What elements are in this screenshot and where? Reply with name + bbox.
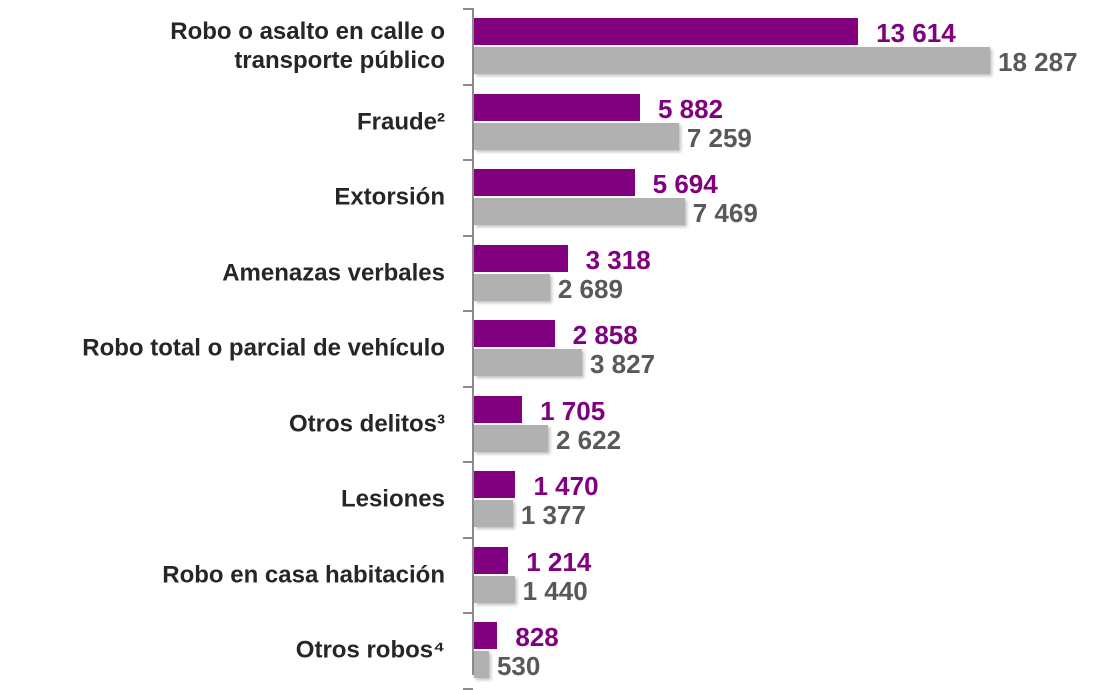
value-label: 18 287 <box>998 47 1078 77</box>
value-label: 5 694 <box>652 169 718 199</box>
bar <box>474 395 523 423</box>
bar <box>474 500 513 527</box>
bar <box>474 93 640 121</box>
bar <box>474 546 509 574</box>
bar <box>474 244 568 272</box>
value-label: 7 469 <box>692 198 758 228</box>
axis-tick <box>463 687 473 690</box>
bar <box>474 575 515 603</box>
value-label: 5 882 <box>657 93 724 124</box>
axis-line <box>472 8 474 675</box>
value-label: 1 214 <box>526 546 592 577</box>
category-label: Extorsión <box>334 183 445 211</box>
value-label: 7 259 <box>686 122 752 153</box>
bar <box>474 320 555 347</box>
bar <box>474 198 685 225</box>
category-label: Otros robos⁴ <box>295 636 445 664</box>
axis-tick <box>463 461 473 463</box>
bar <box>474 169 635 196</box>
value-label: 13 614 <box>876 18 956 48</box>
bar <box>474 18 859 45</box>
category-label: Lesiones <box>340 485 445 513</box>
bar <box>474 424 548 452</box>
axis-tick <box>463 234 473 237</box>
category-label: Robo o asalto en calle o transporte públ… <box>170 18 445 74</box>
value-label: 1 705 <box>540 395 606 426</box>
bar <box>474 273 550 301</box>
bar <box>474 122 679 150</box>
value-label: 2 622 <box>555 424 622 455</box>
bar <box>474 622 498 649</box>
bar <box>474 47 990 74</box>
category-label: Amenazas verbales <box>222 259 445 286</box>
value-label: 2 858 <box>572 320 638 350</box>
value-label: 3 318 <box>585 244 651 275</box>
bar <box>474 349 582 376</box>
value-label: 530 <box>496 651 541 681</box>
axis-tick <box>463 536 473 539</box>
axis-tick <box>463 83 473 86</box>
value-label: 2 689 <box>557 273 623 304</box>
axis-tick <box>463 385 473 388</box>
axis-tick <box>463 8 473 10</box>
axis-tick <box>463 159 473 161</box>
category-label: Fraude² <box>356 108 445 135</box>
value-label: 1 440 <box>522 575 588 606</box>
bar <box>474 651 489 678</box>
value-label: 1 377 <box>520 500 586 530</box>
value-label: 3 827 <box>589 349 656 379</box>
category-label: Robo en casa habitación <box>162 561 445 588</box>
axis-tick <box>463 612 473 614</box>
value-label: 1 470 <box>533 471 599 501</box>
bar <box>474 471 516 498</box>
axis-tick <box>463 310 473 312</box>
category-label: Otros delitos³ <box>288 410 445 437</box>
value-label: 828 <box>515 622 559 652</box>
category-label: Robo total o parcial de vehículo <box>82 334 445 362</box>
